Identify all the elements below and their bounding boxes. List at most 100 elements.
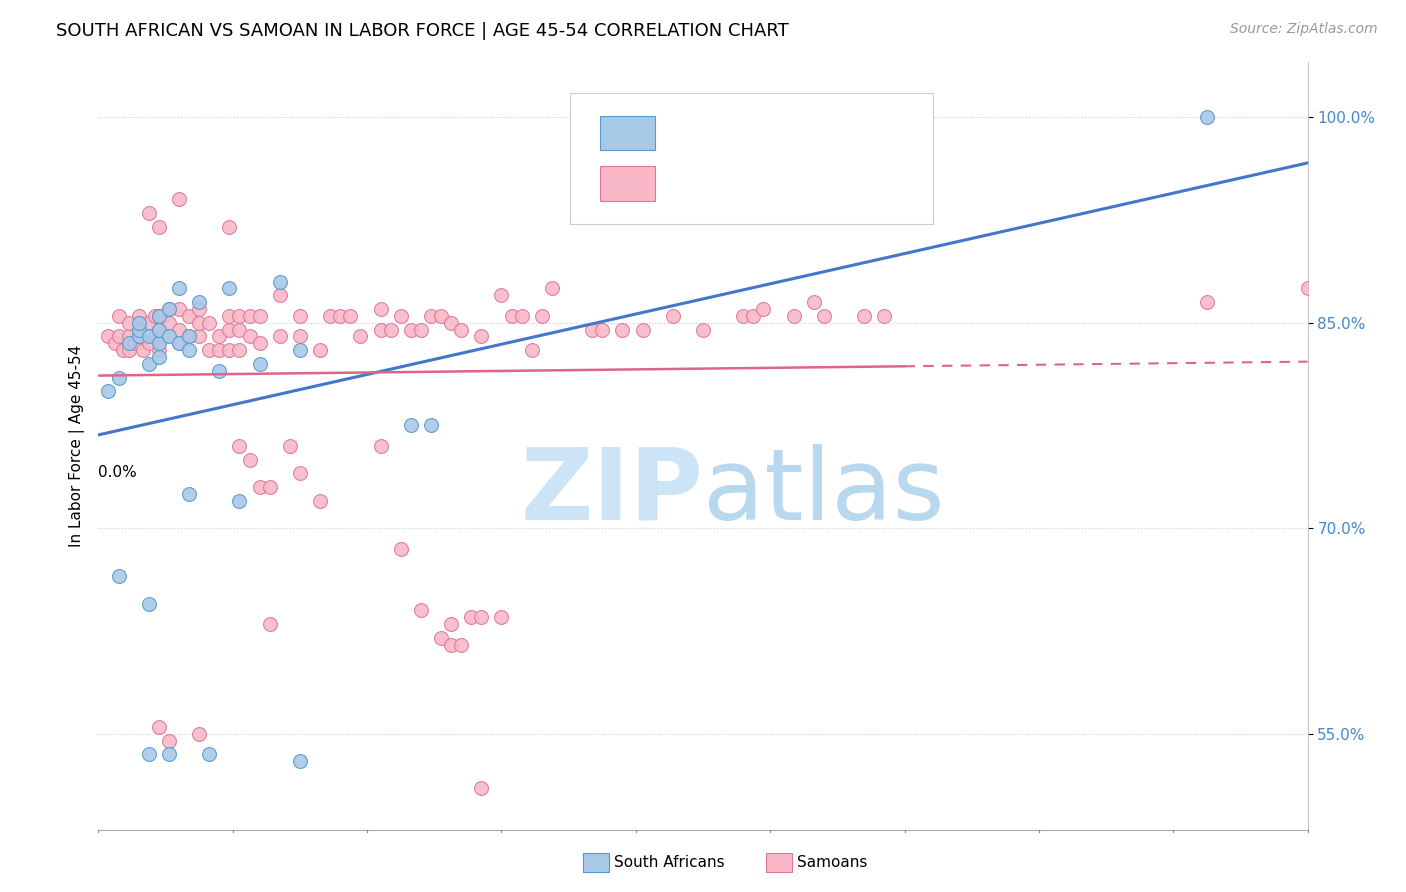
Point [491, 288, 513, 302]
Point [278, 439, 301, 453]
Point [228, 439, 250, 453]
Point [138, 329, 160, 343]
Text: South Africans: South Africans [614, 855, 725, 870]
Point [148, 309, 170, 323]
Point [97, 329, 120, 343]
Point [370, 301, 392, 316]
Point [152, 329, 174, 343]
Point [329, 309, 352, 323]
Point [501, 309, 523, 323]
Point [349, 329, 371, 343]
Point [440, 316, 463, 330]
Text: SOUTH AFRICAN VS SAMOAN IN LABOR FORCE | AGE 45-54 CORRELATION CHART: SOUTH AFRICAN VS SAMOAN IN LABOR FORCE |… [56, 22, 789, 40]
Point [138, 747, 160, 762]
Point [143, 309, 166, 323]
Point [389, 309, 412, 323]
Point [188, 726, 211, 740]
Bar [600, 167, 655, 201]
Point [128, 316, 150, 330]
Point [530, 309, 553, 323]
Point [380, 322, 402, 336]
Point [853, 309, 876, 323]
Point [218, 309, 240, 323]
Text: R = 0.308: R = 0.308 [676, 123, 783, 143]
Point [157, 733, 180, 747]
Point [179, 309, 201, 323]
Point [167, 281, 190, 295]
Point [370, 322, 392, 336]
Point [339, 309, 361, 323]
Point [118, 336, 141, 351]
Point [460, 610, 482, 624]
Point [269, 275, 291, 289]
Point [128, 322, 150, 336]
Point [157, 301, 180, 316]
Point [269, 329, 291, 343]
Point [148, 720, 170, 734]
Point [97, 384, 120, 399]
Point [430, 309, 453, 323]
Point [179, 487, 201, 501]
Point [118, 329, 141, 343]
Point [470, 329, 492, 343]
Point [218, 343, 240, 358]
Point [138, 206, 160, 220]
Point [389, 541, 412, 556]
Point [167, 336, 190, 351]
Point [430, 631, 453, 645]
Point [167, 301, 190, 316]
Point [103, 336, 125, 351]
Point [148, 322, 170, 336]
Point [107, 309, 129, 323]
Point [873, 309, 896, 323]
Point [188, 295, 211, 310]
Point [239, 309, 262, 323]
Point [631, 322, 654, 336]
Point [179, 343, 201, 358]
Text: N = 87: N = 87 [839, 174, 912, 194]
Point [179, 329, 201, 343]
Point [179, 329, 201, 343]
Point [198, 747, 221, 762]
Point [198, 343, 221, 358]
Bar [600, 116, 655, 150]
Point [288, 309, 311, 323]
Point [228, 493, 250, 508]
Point [450, 322, 472, 336]
Point [803, 295, 825, 310]
Point [540, 281, 562, 295]
Point [143, 329, 166, 343]
Point [399, 322, 422, 336]
Point [148, 309, 170, 323]
Point [107, 329, 129, 343]
Point [1296, 281, 1319, 295]
Text: N = 27: N = 27 [839, 123, 912, 143]
Point [138, 597, 160, 611]
Point [309, 493, 332, 508]
Point [269, 288, 291, 302]
Point [138, 336, 160, 351]
Point [783, 309, 806, 323]
Point [107, 370, 129, 384]
Point [581, 322, 603, 336]
Point [249, 357, 271, 371]
Point [188, 316, 211, 330]
Point [118, 316, 141, 330]
Point [319, 309, 342, 323]
Point [510, 309, 533, 323]
Point [692, 322, 714, 336]
Text: atlas: atlas [703, 443, 945, 541]
Point [208, 343, 231, 358]
Point [228, 343, 250, 358]
Point [148, 336, 170, 351]
Point [370, 439, 392, 453]
Point [239, 329, 262, 343]
Point [288, 329, 311, 343]
Point [249, 336, 271, 351]
Point [1195, 110, 1218, 124]
Text: R = 0.059: R = 0.059 [676, 174, 783, 194]
Point [228, 322, 250, 336]
Point [399, 418, 422, 433]
Point [188, 329, 211, 343]
Point [450, 638, 472, 652]
